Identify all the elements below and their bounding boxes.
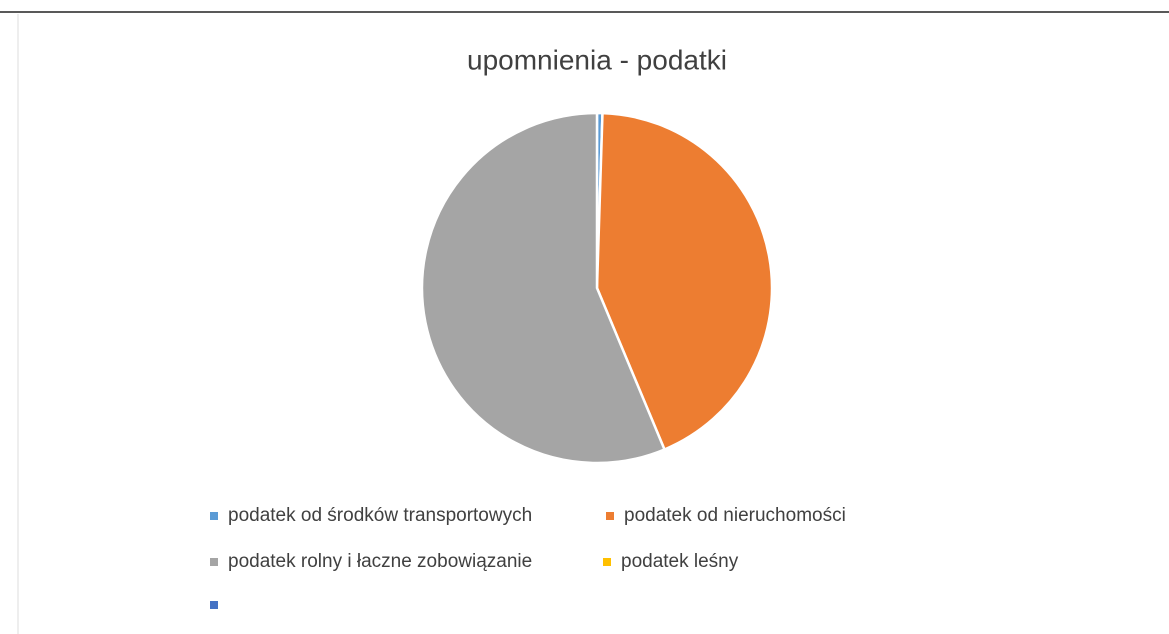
legend-marker	[210, 558, 218, 566]
legend-marker	[606, 512, 614, 520]
legend-label: podatek leśny	[621, 551, 739, 572]
legend-marker	[210, 601, 218, 609]
legend-label: podatek od nieruchomości	[624, 505, 846, 526]
chart-title: upomnienia - podatki	[467, 44, 727, 75]
legend-marker	[603, 558, 611, 566]
legend-label: podatek rolny i łaczne zobowiązanie	[228, 551, 532, 572]
legend-label: podatek od środków transportowych	[228, 505, 532, 526]
pie-slice	[420, 111, 667, 465]
legend-marker	[210, 512, 218, 520]
pie-slice	[595, 111, 774, 452]
